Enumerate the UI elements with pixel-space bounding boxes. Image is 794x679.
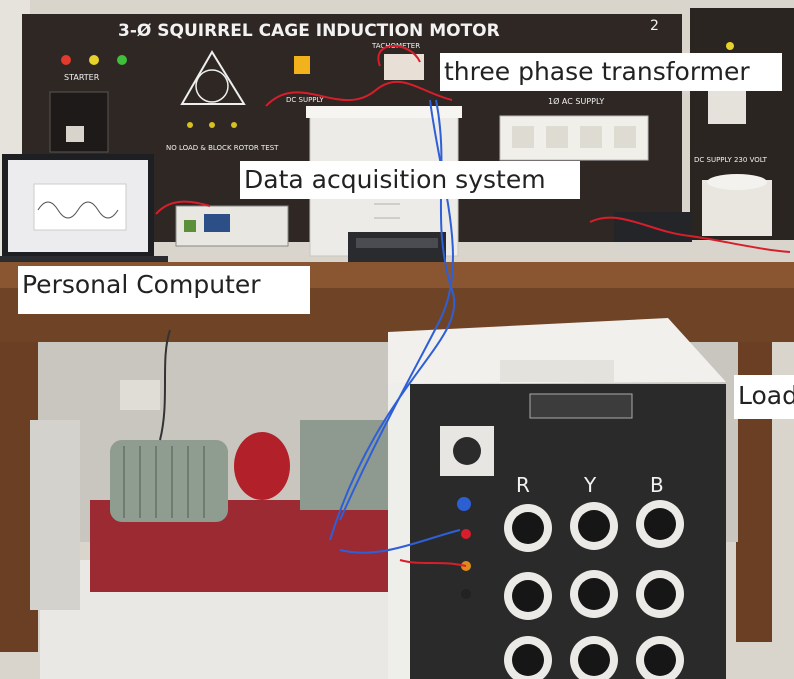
dc-supply-label: DC SUPPLY [286, 96, 324, 104]
dc-supply-volt-label: DC SUPPLY 230 VOLT [694, 156, 768, 164]
mcb-box [708, 86, 746, 124]
label-personal-computer: Personal Computer [18, 266, 310, 314]
phase-label-y: Y [583, 473, 597, 497]
dc-switch-icon [294, 56, 310, 74]
yellow-lamp-icon [89, 55, 99, 65]
load-cabinet-top [388, 318, 726, 384]
label-data-acquisition-system: Data acquisition system [240, 161, 580, 199]
label-load: Load [734, 375, 794, 419]
test-label: NO LOAD & BLOCK ROTOR TEST [166, 144, 279, 152]
cabinet-nameplate [529, 393, 633, 419]
panel-number: 2 [650, 18, 659, 34]
load-knobs [504, 500, 684, 679]
coupling [234, 432, 290, 500]
delta-diagram-icon [180, 50, 246, 105]
panel-title: 3-Ø SQUIRREL CAGE INDUCTION MOTOR [118, 21, 500, 41]
induction-motor [110, 440, 228, 522]
green-lamp-icon [117, 55, 127, 65]
label-three-phase-transformer: three phase transformer [440, 53, 782, 91]
phase-label-b: B [650, 473, 664, 497]
ac-supply-label: 1Ø AC SUPPLY [548, 96, 604, 106]
starter-box [49, 91, 109, 153]
red-lamp-icon [61, 55, 71, 65]
starter-label: STARTER [64, 73, 100, 82]
phase-label-r: R [516, 473, 530, 497]
